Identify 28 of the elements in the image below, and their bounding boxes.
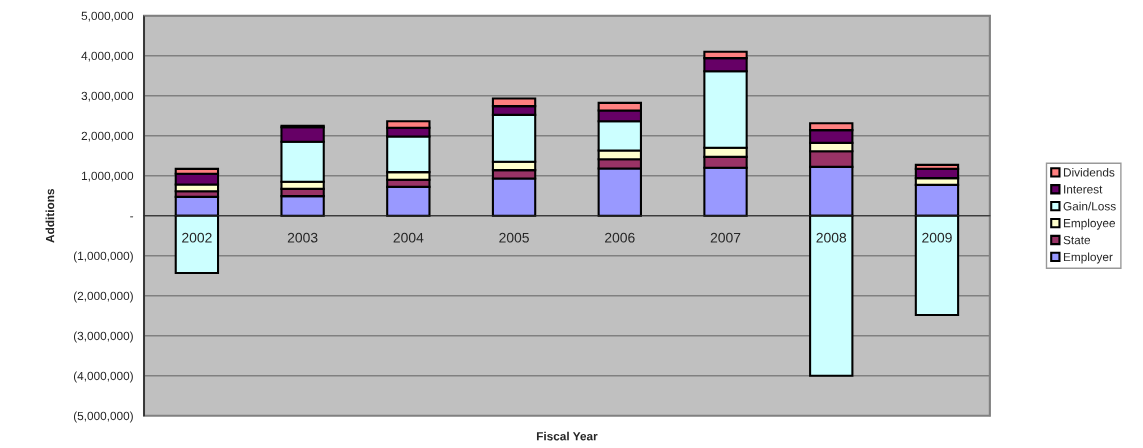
x-tick-label: 2002	[182, 232, 212, 243]
y-tick-label: 5,000,000	[81, 11, 134, 22]
y-axis-title: Additions	[45, 188, 55, 243]
y-tick-label: 4,000,000	[81, 51, 134, 62]
y-tick-label: (2,000,000)	[73, 291, 133, 303]
legend-label: Dividends	[1063, 167, 1115, 177]
x-tick-label: 2005	[499, 232, 529, 243]
legend-label: State	[1063, 235, 1091, 245]
x-tick-label: 2008	[816, 232, 847, 243]
y-tick-label: (1,000,000)	[73, 251, 133, 263]
legend-label: Gain/Loss	[1063, 201, 1116, 211]
x-tick-label: 2006	[605, 232, 635, 243]
y-tick-label: 1,000,000	[81, 171, 134, 182]
y-tick-label: 2,000,000	[81, 131, 134, 142]
y-tick-label: 3,000,000	[81, 91, 134, 102]
x-axis-title: Fiscal Year	[536, 431, 598, 441]
x-tick-label: 2007	[710, 232, 741, 243]
y-tick-label: (4,000,000)	[73, 371, 133, 383]
x-tick-label: 2004	[393, 232, 424, 243]
y-tick-label: (5,000,000)	[73, 411, 133, 423]
legend-label: Employer	[1063, 252, 1113, 264]
y-tick-label: -	[130, 216, 134, 218]
x-tick-label: 2009	[922, 232, 952, 243]
legend-label: Employee	[1063, 218, 1115, 230]
legend-label: Interest	[1064, 185, 1103, 194]
y-tick-label: (3,000,000)	[73, 331, 133, 343]
bar	[386, 185, 431, 217]
x-tick-label: 2003	[287, 232, 318, 243]
